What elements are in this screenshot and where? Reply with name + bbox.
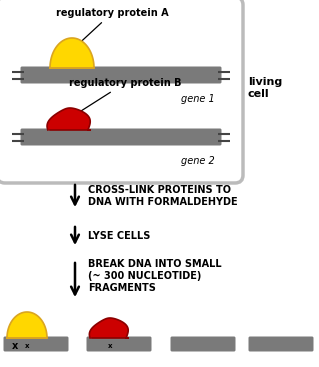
FancyBboxPatch shape [20,66,221,84]
Bar [96,338,124,350]
Text: regulatory protein B: regulatory protein B [69,78,181,116]
FancyBboxPatch shape [86,337,152,352]
Text: BREAK DNA INTO SMALL
(~ 300 NUCLEOTIDE)
FRAGMENTS: BREAK DNA INTO SMALL (~ 300 NUCLEOTIDE) … [88,259,222,292]
Polygon shape [50,38,94,68]
FancyBboxPatch shape [0,0,243,183]
Bar [54,130,86,144]
Text: living
cell: living cell [248,77,282,99]
Text: gene 2: gene 2 [181,156,215,166]
Polygon shape [7,312,47,338]
FancyBboxPatch shape [20,128,221,145]
Polygon shape [89,318,128,338]
FancyBboxPatch shape [4,337,69,352]
Text: gene 1: gene 1 [181,94,215,104]
Text: x: x [25,343,29,349]
Polygon shape [47,108,90,130]
Text: regulatory protein A: regulatory protein A [56,8,168,47]
Bar [5,338,43,350]
Bar [54,68,90,82]
FancyBboxPatch shape [170,337,235,352]
Text: CROSS-LINK PROTEINS TO
DNA WITH FORMALDEHYDE: CROSS-LINK PROTEINS TO DNA WITH FORMALDE… [88,185,238,207]
Text: LYSE CELLS: LYSE CELLS [88,231,150,241]
FancyBboxPatch shape [249,337,314,352]
Text: x: x [108,343,112,349]
Text: x: x [12,341,18,351]
